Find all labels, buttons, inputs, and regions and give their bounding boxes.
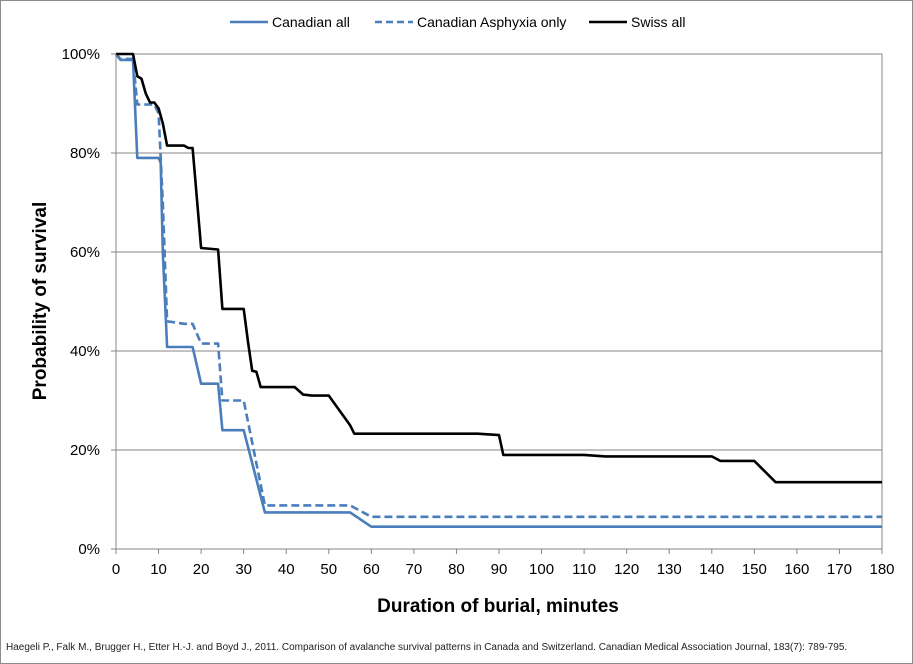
series-line-canadian-asphyxia-only xyxy=(115,53,882,519)
y-tick-label-20: 20% xyxy=(70,442,100,459)
x-tick-label-170: 170 xyxy=(827,561,852,578)
x-tick-label-180: 180 xyxy=(869,561,894,578)
legend-label-canadian-asphyxia: Canadian Asphyxia only xyxy=(417,14,566,30)
x-tick-label-40: 40 xyxy=(278,561,295,578)
x-tick-label-90: 90 xyxy=(491,561,508,578)
x-tick-label-50: 50 xyxy=(320,561,337,578)
y-axis-title: Probability of survival xyxy=(30,202,51,401)
legend-label-swiss-all: Swiss all xyxy=(631,14,685,30)
legend-item-swiss-all: Swiss all xyxy=(589,14,685,30)
x-tick-label-140: 140 xyxy=(699,561,724,578)
x-tick-label-80: 80 xyxy=(448,561,465,578)
legend-item-canadian-asphyxia: Canadian Asphyxia only xyxy=(375,14,566,30)
legend-item-canadian-all: Canadian all xyxy=(230,14,350,30)
x-tick-label-160: 160 xyxy=(784,561,809,578)
legend-label-canadian-all: Canadian all xyxy=(272,14,350,30)
x-tick-label-0: 0 xyxy=(112,561,120,578)
x-tick-label-10: 10 xyxy=(150,561,167,578)
x-tick-label-110: 110 xyxy=(572,561,596,578)
x-tick-label-20: 20 xyxy=(193,561,210,578)
series-line-swiss-all xyxy=(116,52,882,484)
y-tick-label-40: 40% xyxy=(70,343,100,360)
x-tick-label-70: 70 xyxy=(406,561,423,578)
x-tick-label-130: 130 xyxy=(657,561,682,578)
legend: Canadian all Canadian Asphyxia only Swis… xyxy=(230,14,685,30)
y-tick-label-60: 60% xyxy=(70,244,100,261)
axis-layer xyxy=(111,53,883,554)
x-axis-title: Duration of burial, minutes xyxy=(377,596,619,617)
x-tick-label-100: 100 xyxy=(529,561,554,578)
series-line-canadian-all xyxy=(114,53,882,528)
grid-layer xyxy=(116,53,882,451)
x-tick-label-150: 150 xyxy=(742,561,767,578)
y-tick-label-80: 80% xyxy=(70,145,100,162)
source-citation: Haegeli P., Falk M., Brugger H., Etter H… xyxy=(6,642,848,653)
x-tick-label-60: 60 xyxy=(363,561,380,578)
y-tick-label-0: 0% xyxy=(78,541,100,558)
y-tick-label-100: 100% xyxy=(62,46,100,63)
tick-labels: 0 10 20 30 40 50 60 70 80 90 100 110 120 130 140 150 160… xyxy=(62,46,895,578)
x-tick-label-30: 30 xyxy=(235,561,252,578)
x-tick-label-120: 120 xyxy=(614,561,639,578)
series-layer xyxy=(114,52,882,528)
